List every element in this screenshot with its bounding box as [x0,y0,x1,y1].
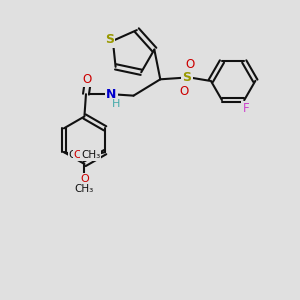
Text: S: S [182,71,191,84]
Text: S: S [105,33,114,46]
Text: H: H [112,99,120,109]
Text: O: O [185,58,195,71]
Text: CH₃: CH₃ [81,149,100,160]
Text: O: O [86,149,95,160]
Text: O: O [80,174,89,184]
Text: O: O [74,149,82,160]
Text: O: O [83,74,92,86]
Text: CH₃: CH₃ [69,149,88,160]
Text: O: O [179,85,189,98]
Text: CH₃: CH₃ [75,184,94,194]
Text: F: F [242,102,249,115]
Text: N: N [106,88,116,101]
